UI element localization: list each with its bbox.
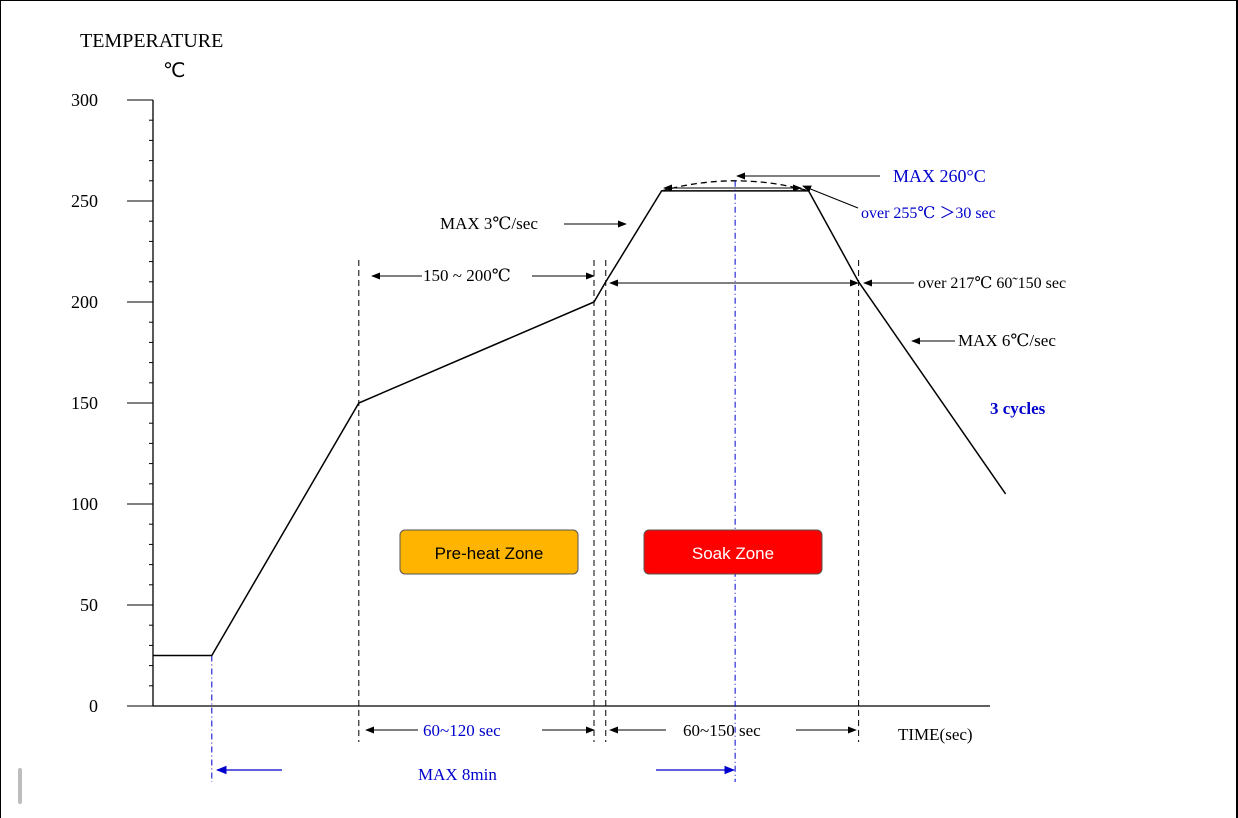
preheat-zone-label: Pre-heat Zone	[435, 544, 544, 563]
y-tick-label: 250	[71, 191, 98, 211]
y-tick-label: 300	[71, 90, 98, 110]
y-tick-label: 200	[71, 292, 98, 312]
y-tick-label: 0	[89, 696, 98, 716]
y-tick-label: 50	[80, 595, 98, 615]
y-axis-unit: ℃	[163, 60, 185, 82]
y-tick-label: 100	[71, 494, 98, 514]
ramp-up-label: MAX 3℃/sec	[440, 214, 538, 233]
over255-label: over 255℃ ＞30 sec	[861, 205, 996, 222]
vertical-guides	[211, 260, 860, 782]
scroll-indicator	[18, 768, 22, 804]
soak-zone-label: Soak Zone	[692, 544, 774, 563]
preheat-zone-box	[399, 529, 579, 575]
over217-label: over 217℃ 60˜150 sec	[918, 275, 1066, 292]
y-axis-title: TEMPERATURE	[80, 30, 223, 52]
y-minor-ticks	[149, 119, 153, 687]
y-major-ticks: 0 50 100 150 200 250 300	[71, 90, 153, 716]
x-axis-title: TIME(sec)	[898, 725, 973, 744]
max-total-time-label: MAX 8min	[418, 765, 497, 784]
temperature-profile-line	[153, 190, 1007, 657]
preheat-range-label: 150 ~ 200℃	[423, 266, 511, 285]
ramp-down-label: MAX 6℃/sec	[958, 331, 1056, 350]
y-tick-label: 150	[71, 393, 98, 413]
cycles-label: 3 cycles	[990, 399, 1046, 418]
soak-zone-box	[643, 529, 823, 575]
soak-time-label: 60~150 sec	[683, 721, 761, 740]
max-peak-label: MAX 260°C	[893, 166, 986, 186]
over255-pointer-arrow	[802, 185, 859, 209]
preheat-time-label: 60~120 sec	[423, 721, 501, 740]
